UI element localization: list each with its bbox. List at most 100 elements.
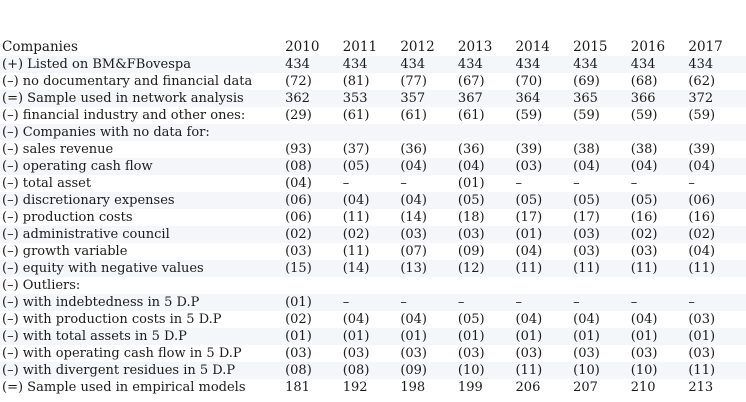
- row-value: (05): [573, 193, 600, 208]
- row-value: (04): [515, 244, 543, 259]
- row-value: (05): [342, 159, 370, 174]
- row-value: (11): [688, 261, 716, 276]
- row-value: 434: [342, 57, 368, 72]
- table-row: (–) administrative council (02) (02) (03) (0…: [0, 226, 746, 243]
- row-label: (+) Listed on BM&FBovespa: [2, 57, 191, 72]
- row-value: (01): [285, 295, 312, 310]
- row-value: (03): [285, 244, 312, 259]
- year-column-header: 2011: [342, 39, 378, 55]
- row-value: (04): [688, 244, 716, 259]
- table-row: (–) Companies with no data for:: [0, 124, 746, 141]
- row-value: (06): [285, 210, 312, 225]
- table-row: (=) Sample used in empirical models 181 19…: [0, 379, 746, 396]
- row-value: 362: [285, 91, 310, 106]
- row-value: (05): [457, 193, 485, 208]
- row-value: (04): [573, 312, 600, 327]
- row-value: –: [457, 295, 465, 310]
- row-value: (11): [342, 210, 370, 225]
- table-row: (–) Outliers:: [0, 277, 746, 294]
- row-value: (05): [630, 193, 658, 208]
- row-value: (04): [400, 159, 427, 174]
- row-value: (03): [515, 159, 543, 174]
- row-value: (38): [630, 142, 658, 157]
- row-value: (04): [630, 159, 658, 174]
- row-value: (03): [285, 346, 312, 361]
- row-value: (07): [400, 244, 427, 259]
- row-value: (59): [630, 108, 658, 123]
- row-label: (–) no documentary and financial data: [2, 74, 253, 89]
- row-value: –: [342, 176, 350, 191]
- row-value: [343, 124, 401, 141]
- row-value: (03): [573, 227, 600, 242]
- row-value: (17): [515, 210, 543, 225]
- row-value: 213: [688, 380, 714, 395]
- row-label: (–) total asset: [2, 176, 92, 191]
- row-label: (–) Outliers:: [2, 278, 81, 293]
- row-value: (14): [400, 210, 427, 225]
- row-value: (17): [573, 210, 600, 225]
- row-value: 192: [342, 380, 368, 395]
- table-row: (–) total asset (04) – – (01) – – – –: [0, 175, 746, 192]
- year-column-header: 2016: [630, 39, 666, 55]
- row-value: (13): [400, 261, 427, 276]
- row-value: 206: [515, 380, 541, 395]
- row-value: (03): [630, 346, 658, 361]
- year-column-header: 2017: [688, 39, 723, 55]
- row-value: (36): [457, 142, 485, 157]
- row-value: (09): [457, 244, 485, 259]
- row-value: (11): [342, 244, 370, 259]
- row-value: [516, 277, 574, 294]
- row-value: (03): [688, 312, 716, 327]
- row-value: 372: [688, 91, 714, 106]
- row-label: (=) Sample used in empirical models: [2, 380, 246, 395]
- row-value: (01): [688, 329, 716, 344]
- row-label: (–) administrative council: [2, 227, 170, 242]
- row-label: (–) with operating cash flow in 5 D.P: [2, 346, 242, 361]
- table-row: (–) discretionary expenses (06) (04) (04) (0…: [0, 192, 746, 209]
- row-value: [573, 277, 631, 294]
- row-value: [400, 277, 458, 294]
- row-value: (61): [400, 108, 427, 123]
- row-value: –: [688, 176, 695, 191]
- table-row: (=) Sample used in network analysis 362 35…: [0, 90, 746, 107]
- row-value: (02): [285, 227, 312, 242]
- row-value: (61): [457, 108, 485, 123]
- table-row: (–) with operating cash flow in 5 D.P (03…: [0, 345, 746, 362]
- row-value: 434: [630, 57, 656, 72]
- row-value: (61): [342, 108, 370, 123]
- row-value: (11): [630, 261, 658, 276]
- row-value: (59): [573, 108, 600, 123]
- row-value: (93): [285, 142, 312, 157]
- row-value: (15): [285, 261, 312, 276]
- row-value: (67): [457, 74, 485, 89]
- year-column-header: 2014: [515, 39, 550, 55]
- row-value: (03): [342, 346, 370, 361]
- row-value: (09): [400, 363, 427, 378]
- row-value: [688, 277, 746, 294]
- row-value: (06): [688, 193, 716, 208]
- row-label: (–) financial industry and other ones:: [2, 108, 246, 123]
- row-value: 364: [515, 91, 541, 106]
- row-value: [631, 277, 689, 294]
- row-value: 365: [573, 91, 598, 106]
- row-value: [458, 277, 516, 294]
- row-value: (29): [285, 108, 312, 123]
- row-value: 199: [457, 380, 483, 395]
- row-value: (11): [515, 363, 543, 378]
- row-value: (59): [515, 108, 543, 123]
- row-value: (05): [457, 312, 485, 327]
- row-value: (04): [688, 159, 716, 174]
- row-value: (59): [688, 108, 716, 123]
- row-value: (39): [688, 142, 716, 157]
- row-value: [458, 124, 516, 141]
- row-value: 434: [688, 57, 714, 72]
- row-label: (–) growth variable: [2, 244, 128, 259]
- year-column-header: 2010: [285, 39, 320, 55]
- row-value: [516, 124, 574, 141]
- row-value: (01): [573, 329, 600, 344]
- row-value: 181: [285, 380, 310, 395]
- row-value: –: [630, 176, 638, 191]
- row-value: (16): [688, 210, 716, 225]
- row-value: (72): [285, 74, 312, 89]
- row-value: (04): [400, 193, 427, 208]
